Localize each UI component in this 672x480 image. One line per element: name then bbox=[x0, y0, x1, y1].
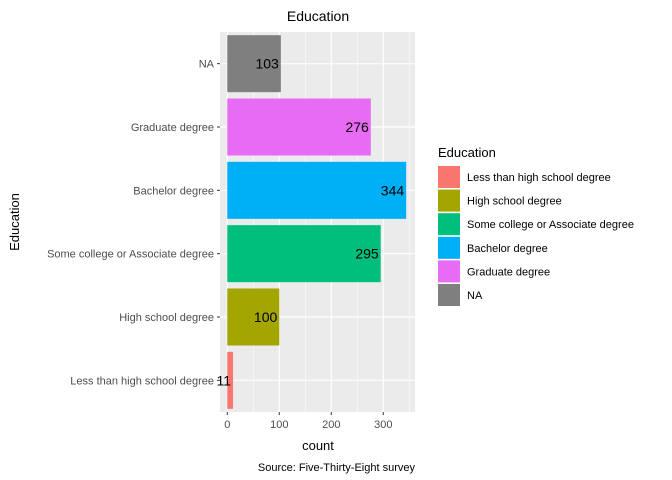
legend-label: High school degree bbox=[467, 196, 562, 208]
legend-swatch bbox=[438, 213, 460, 236]
x-axis: 0 100 200 300 bbox=[224, 412, 392, 431]
legend-swatch bbox=[438, 260, 460, 283]
y-tick-label: Some college or Associate degree bbox=[47, 249, 214, 261]
legend-swatch bbox=[438, 166, 460, 188]
y-tick-label: Less than high school degree bbox=[70, 375, 214, 387]
legend-label: Graduate degree bbox=[467, 266, 550, 278]
data-label: 276 bbox=[345, 119, 369, 135]
y-tick-label: NA bbox=[199, 59, 215, 71]
legend-label: Some college or Associate degree bbox=[467, 219, 634, 231]
x-tick-label: 0 bbox=[224, 419, 230, 431]
legend-label: Less than high school degree bbox=[467, 172, 611, 184]
bar bbox=[227, 288, 280, 346]
bar bbox=[227, 351, 233, 409]
data-labels-group: 11 100 295 344 276 103 bbox=[216, 56, 404, 389]
bar bbox=[227, 98, 371, 156]
data-label: 103 bbox=[255, 56, 279, 72]
bar bbox=[227, 35, 281, 93]
legend-swatch bbox=[438, 284, 460, 306]
chart-caption: Source: Five-Thirty-Eight survey bbox=[258, 462, 416, 474]
bars-group bbox=[227, 35, 407, 409]
data-label: 11 bbox=[216, 372, 231, 388]
data-label: 344 bbox=[381, 182, 405, 198]
x-tick-label: 200 bbox=[322, 419, 340, 431]
y-tick-label: High school degree bbox=[119, 312, 214, 324]
y-axis: Less than high school degree High school … bbox=[47, 59, 220, 387]
legend: Education Less than high school degree Hi… bbox=[438, 145, 634, 306]
x-tick-label: 300 bbox=[374, 419, 392, 431]
legend-swatch bbox=[438, 189, 460, 212]
plot-panel bbox=[220, 32, 415, 412]
x-axis-title: count bbox=[302, 438, 334, 453]
chart-title: Education bbox=[287, 8, 349, 24]
y-axis-title: Education bbox=[7, 193, 22, 251]
bar bbox=[227, 161, 407, 219]
legend-title: Education bbox=[438, 145, 496, 160]
legend-label: NA bbox=[467, 290, 483, 302]
legend-swatch bbox=[438, 236, 460, 259]
x-tick-label: 100 bbox=[270, 419, 288, 431]
legend-label: Bachelor degree bbox=[467, 243, 548, 255]
y-tick-label: Graduate degree bbox=[131, 122, 214, 134]
bar bbox=[227, 225, 381, 283]
data-label: 100 bbox=[254, 309, 278, 325]
data-label: 295 bbox=[355, 246, 379, 262]
y-tick-label: Bachelor degree bbox=[133, 185, 214, 197]
